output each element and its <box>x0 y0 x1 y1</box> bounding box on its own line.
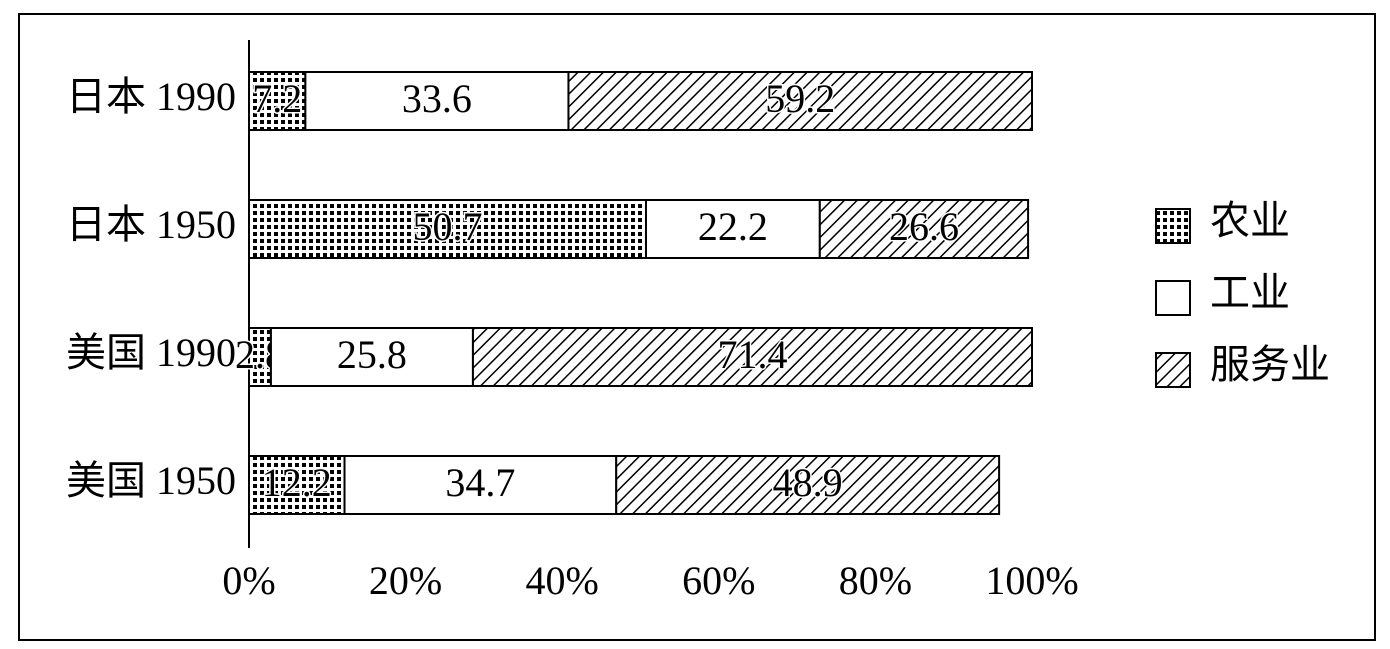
x-tick-label: 20% <box>369 558 442 603</box>
value-label: 71.4 <box>717 332 787 377</box>
bar-segment <box>471 327 1033 387</box>
bar-segment <box>567 71 1033 131</box>
value-label: 25.8 <box>337 332 407 377</box>
frame <box>18 13 1376 641</box>
value-label: 26.6 <box>889 204 959 249</box>
y-tick-label: 日本 1990 <box>66 74 236 119</box>
value-label: 34.7 <box>445 460 515 505</box>
value-label: 50.7 <box>412 204 482 249</box>
bar-segment <box>248 71 307 131</box>
x-tick-label: 80% <box>839 558 912 603</box>
value-label: 12.2 <box>262 460 332 505</box>
x-tick-label: 40% <box>526 558 599 603</box>
value-label: 48.9 <box>773 460 843 505</box>
legend-label: 服务业 <box>1210 342 1330 387</box>
legend-swatch <box>1155 208 1191 244</box>
y-tick-label: 美国 1950 <box>66 458 236 503</box>
bar-segment <box>343 455 618 515</box>
legend-swatch <box>1155 352 1191 388</box>
legend-label: 农业 <box>1210 198 1290 243</box>
value-label: 7.2 <box>252 76 302 121</box>
bar-segment <box>615 455 1001 515</box>
value-label: 22.2 <box>698 204 768 249</box>
legend-swatch <box>1155 280 1191 316</box>
y-tick-label: 日本 1950 <box>66 202 236 247</box>
x-tick-label: 0% <box>222 558 275 603</box>
value-label: 59.2 <box>765 76 835 121</box>
y-tick-label: 美国 1990 <box>66 330 236 375</box>
x-tick-label: 100% <box>985 558 1078 603</box>
bar-segment <box>248 199 647 259</box>
value-label: 33.6 <box>402 76 472 121</box>
bar-segment <box>818 199 1030 259</box>
x-tick-label: 60% <box>682 558 755 603</box>
legend-label: 工业 <box>1210 270 1290 315</box>
